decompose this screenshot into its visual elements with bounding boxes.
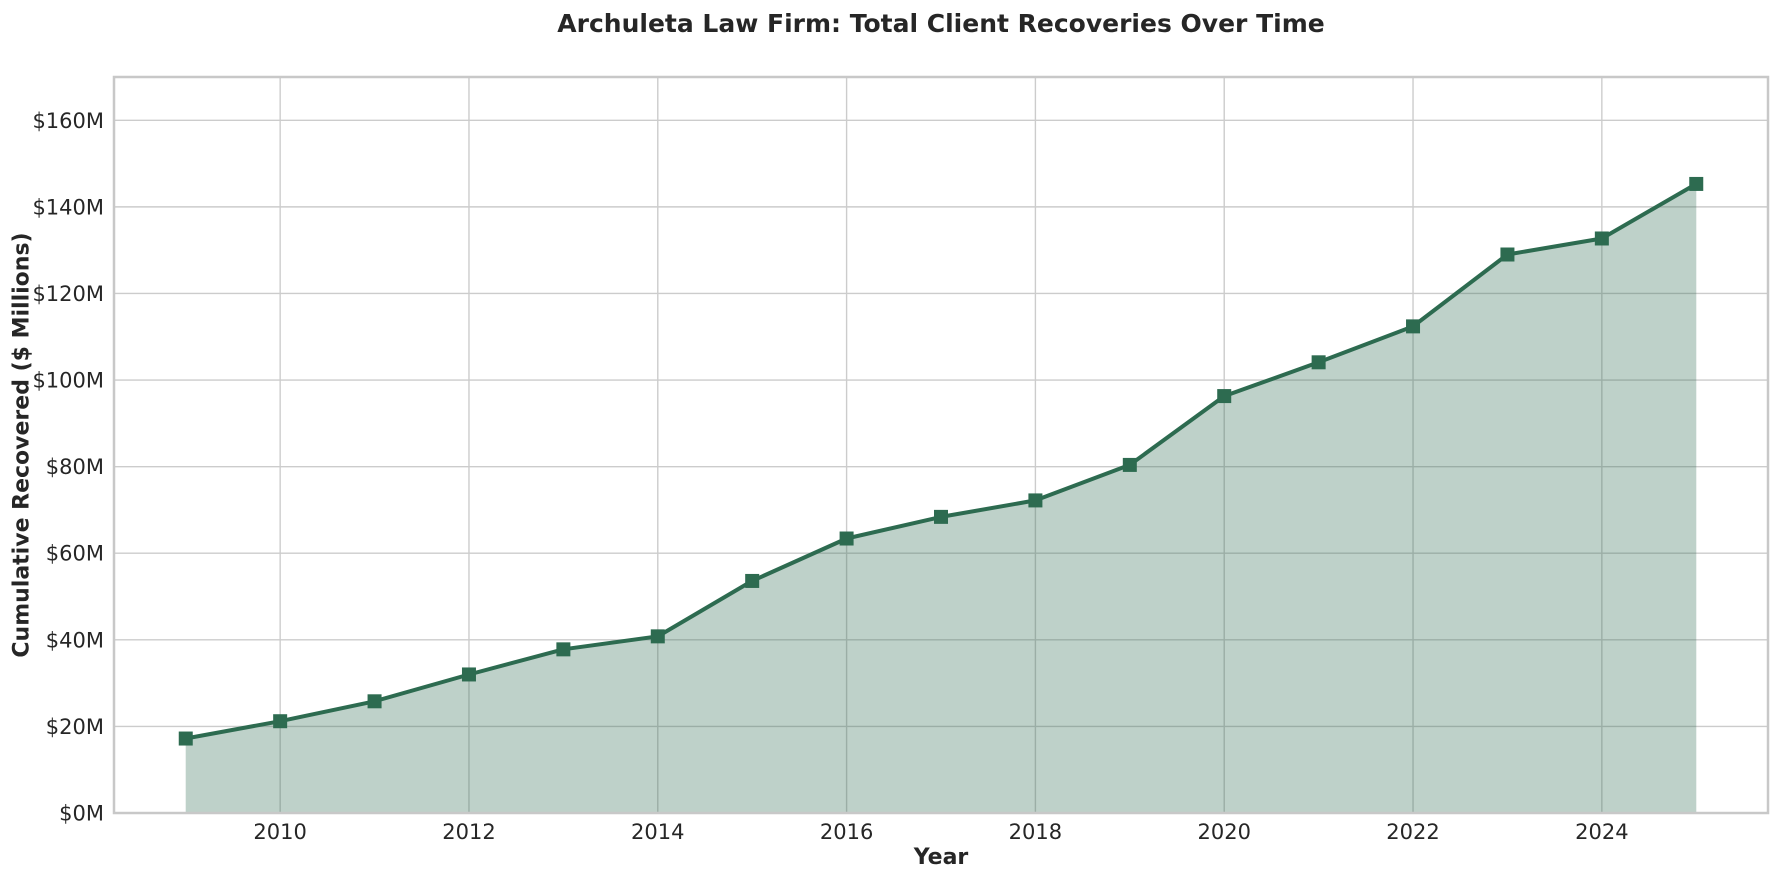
x-axis-label: Year [913, 845, 969, 870]
data-point-marker [1122, 457, 1137, 472]
data-point-marker [1217, 389, 1232, 404]
data-point-marker [1689, 176, 1704, 191]
data-point-marker [1594, 231, 1609, 246]
y-tick-label: $140M [32, 195, 104, 219]
data-point-marker [1500, 247, 1515, 262]
data-point-marker [556, 642, 571, 657]
y-tick-label: $40M [46, 628, 104, 652]
y-tick-label: $100M [32, 369, 104, 393]
x-tick-label: 2018 [1009, 820, 1062, 844]
x-tick-label: 2016 [820, 820, 873, 844]
data-point-marker [1028, 493, 1043, 508]
data-point-marker [273, 714, 288, 729]
y-tick-label: $60M [46, 542, 104, 566]
data-point-marker [1311, 355, 1326, 370]
data-point-marker [367, 694, 382, 709]
data-point-marker [839, 531, 854, 546]
y-tick-label: $20M [46, 715, 104, 739]
y-tick-label: $0M [59, 802, 104, 826]
data-point-marker [934, 509, 948, 524]
x-tick-label: 2014 [631, 820, 684, 844]
data-point-marker [650, 629, 665, 644]
recoveries-area [185, 183, 1697, 813]
x-tick-label: 2012 [442, 820, 495, 844]
chart-title: Archuleta Law Firm: Total Client Recover… [557, 9, 1325, 38]
x-tick-label: 2020 [1197, 820, 1250, 844]
data-point-marker [461, 667, 476, 682]
x-tick-label: 2022 [1386, 820, 1439, 844]
plot-frame [112, 75, 1770, 815]
y-tick-label: $120M [32, 282, 104, 306]
x-tick-label: 2024 [1575, 820, 1628, 844]
y-tick-label: $80M [46, 455, 104, 479]
y-tick-label: $160M [32, 109, 104, 133]
data-point-marker [1406, 319, 1421, 334]
data-point-marker [745, 573, 760, 588]
data-point-marker [178, 731, 193, 746]
x-tick-label: 2010 [253, 820, 306, 844]
